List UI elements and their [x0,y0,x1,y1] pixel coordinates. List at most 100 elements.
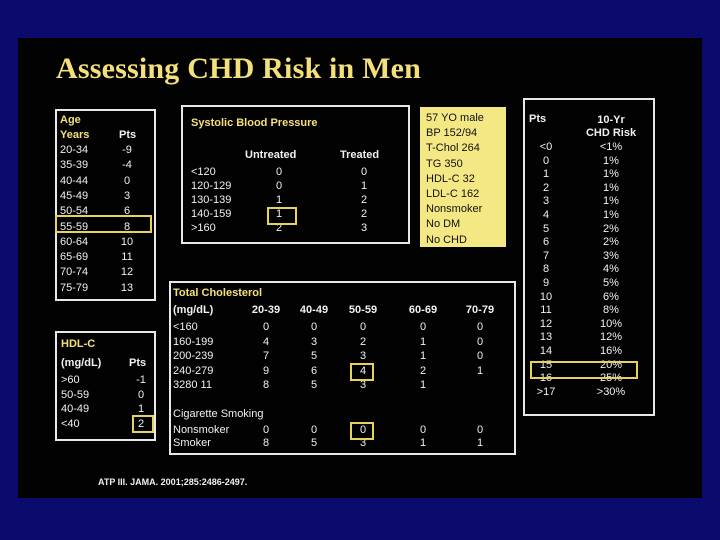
patient-note-line: HDL-C 32 [426,172,475,185]
risk-col-pts: Pts [529,113,547,125]
patient-note-line: TG 350 [426,157,463,170]
age-row-years: 75-79 [60,281,89,294]
age-row-pts: 3 [123,189,131,202]
risk-row-value: 10% [599,317,623,330]
risk-row-value: 2% [603,236,619,249]
chol-row-range: 240-279 [173,364,214,377]
chol-cell: 0 [476,350,484,362]
smoking-cell: 1 [419,437,427,449]
patient-note-line: Nonsmoker [426,203,483,216]
chol-col-age: 20-39 [251,304,281,316]
chol-cell: 3 [310,335,318,348]
patient-note-line: No CHD [426,233,467,246]
hdl-row-range: 50-59 [61,388,90,401]
chol-cell: 1 [476,364,484,377]
risk-col-label-2: CHD Risk [585,127,637,139]
risk-table [523,98,655,416]
age-row-pts: 13 [120,281,134,294]
chol-cell: 0 [359,321,367,333]
risk-row-pts: 10 [539,290,553,303]
risk-row-pts: >17 [536,385,556,398]
chol-cell: 1 [419,350,427,362]
sbp-row-range: 120-129 [191,180,232,192]
sbp-row-untreated: 1 [275,208,283,220]
risk-row-value: 4% [603,263,619,276]
risk-row-value: 1% [603,195,619,208]
sbp-row-treated: 2 [360,194,368,206]
chol-cell: 4 [262,335,270,348]
risk-row-pts: 13 [539,331,553,344]
sbp-row-untreated: 0 [275,166,283,178]
smoking-heading: Cigarette Smoking [173,408,264,420]
age-row-pts: 8 [123,220,131,233]
risk-row-value: 1% [603,154,619,167]
risk-row-pts: <0 [539,141,553,153]
chol-col-age: 60-69 [408,304,438,316]
chol-cell: 5 [310,379,318,391]
risk-row-pts: 4 [542,209,550,221]
chol-cell: 0 [310,321,318,333]
sbp-row-treated: 2 [360,208,368,220]
smoking-cell: 0 [262,424,270,436]
risk-row-pts: 3 [542,195,550,208]
age-row-years: 55-59 [60,220,89,233]
age-row-years: 45-49 [60,189,89,202]
risk-col-label-1: 10-Yr [597,114,625,126]
sbp-col-untreated: Untreated [245,149,297,161]
chol-row-range: <160 [173,321,198,333]
age-row-years: 70-74 [60,266,89,279]
chol-cell: 7 [262,350,270,362]
age-row-years: 35-39 [60,159,89,172]
age-heading: Age [60,114,81,126]
age-row-pts: 12 [120,266,134,279]
sbp-row-treated: 0 [360,166,368,178]
chol-cell: 0 [419,321,427,333]
risk-row-pts: 11 [540,304,552,317]
age-row-pts: 11 [121,251,133,264]
smoking-cell: 5 [310,437,318,449]
age-col-years: Years [60,129,90,141]
risk-row-pts: 6 [542,236,550,249]
smoking-row-label: Smoker [173,437,211,449]
risk-row-value: 8% [603,304,619,317]
slide: Assessing CHD Risk in Men Age Years Pts … [18,38,702,498]
sbp-table [181,105,410,244]
hdl-row-range: >60 [61,374,80,386]
hdl-col-pts: Pts [129,357,147,369]
chol-cell: 3 [359,379,367,391]
risk-row-pts: 12 [539,317,553,330]
risk-row-pts: 5 [542,222,550,235]
chol-row-range: 200-239 [173,350,214,362]
age-row-years: 65-69 [60,251,89,264]
age-table [55,109,156,301]
chol-col-unit: (mg/dL) [173,304,214,316]
slide-title: Assessing CHD Risk in Men [56,52,422,85]
chol-heading: Total Cholesterol [173,287,263,299]
age-row-pts: 0 [123,174,131,187]
smoking-cell: 0 [419,424,427,436]
age-row-years: 20-34 [60,144,89,156]
risk-row-value: 1% [603,168,619,181]
hdl-heading: HDL-C [61,338,96,350]
hdl-row-pts: 0 [137,388,145,401]
risk-row-value: 6% [603,290,619,303]
risk-row-pts: 1 [542,168,550,181]
citation: ATP III. JAMA. 2001;285:2486-2497. [98,477,248,487]
risk-row-pts: 8 [542,263,550,276]
sbp-row-range: <120 [191,166,216,178]
risk-row-value: 1% [603,209,619,221]
age-row-years: 50-54 [60,205,89,218]
smoking-cell: 0 [310,424,318,436]
hdl-row-pts: 1 [137,403,145,415]
risk-row-value: 2% [603,222,619,235]
risk-row-value: <1% [599,141,623,153]
chol-cell: 1 [419,335,427,348]
smoking-cell: 8 [262,437,270,449]
patient-note-line: T-Chol 264 [426,142,480,155]
risk-row-pts: 9 [542,277,550,289]
chol-cell: 8 [262,379,270,391]
age-row-pts: 10 [120,235,134,248]
risk-row-value: 16% [599,345,623,357]
risk-highlight [530,361,638,379]
smoking-cell: 3 [359,437,367,449]
